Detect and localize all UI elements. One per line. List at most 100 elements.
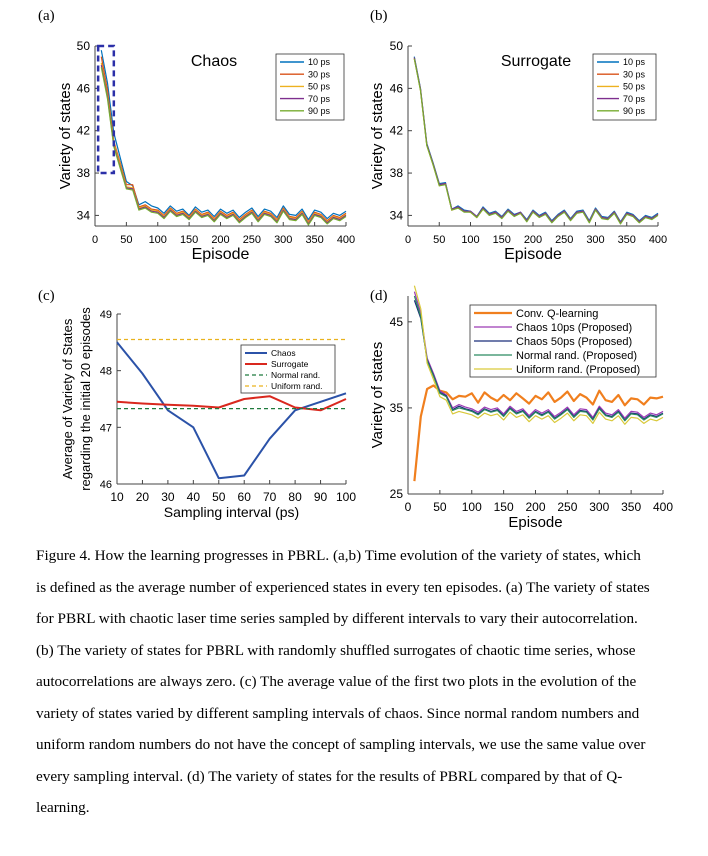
chart-title: Chaos bbox=[191, 53, 237, 70]
legend-label: 90 ps bbox=[308, 106, 331, 116]
series-line-90-ps bbox=[100, 67, 347, 226]
y-tick-label: 34 bbox=[390, 208, 404, 222]
y-tick-label: 38 bbox=[77, 166, 91, 180]
x-axis-label: Episode bbox=[192, 246, 250, 263]
x-tick-label: 250 bbox=[557, 500, 577, 514]
series-line-10-ps bbox=[100, 50, 347, 221]
caption-line: is defined as the average number of expe… bbox=[36, 578, 650, 596]
x-tick-label: 50 bbox=[120, 234, 132, 246]
figure-caption: Figure 4. How the learning progresses in… bbox=[36, 540, 691, 824]
legend-label: 30 ps bbox=[308, 69, 331, 79]
legend-label: 10 ps bbox=[623, 57, 646, 67]
y-tick-label: 50 bbox=[77, 39, 91, 53]
legend-label: 70 ps bbox=[623, 94, 646, 104]
chart-panel-c: (c) 46 47 48 49 10 20 30 40 50 60 70 80 90 100 Sampling… bbox=[38, 288, 356, 520]
x-tick-label: 40 bbox=[187, 490, 201, 504]
legend: 10 ps 30 ps 50 ps 70 ps 90 ps bbox=[275, 53, 345, 121]
x-tick-label: 50 bbox=[433, 500, 447, 514]
y-tick-label: 49 bbox=[100, 309, 112, 321]
x-tick-label: 200 bbox=[524, 234, 542, 246]
y-tick-label: 46 bbox=[390, 81, 404, 95]
x-tick-label: 60 bbox=[238, 490, 252, 504]
x-tick-label: 300 bbox=[274, 234, 292, 246]
x-tick-label: 0 bbox=[405, 234, 411, 246]
legend-label: 10 ps bbox=[308, 57, 331, 67]
chart-panel-a: (a) 34 38 42 46 50 0 50 100 150 200 250 300 350 400 Epi… bbox=[38, 8, 355, 263]
x-tick-label: 0 bbox=[92, 234, 98, 246]
x-tick-label: 250 bbox=[243, 234, 261, 246]
series-line-chaos bbox=[116, 341, 347, 480]
x-tick-label: 400 bbox=[653, 500, 673, 514]
y-tick-label: 42 bbox=[77, 124, 91, 138]
legend: 10 ps 30 ps 50 ps 70 ps 90 ps bbox=[592, 53, 657, 121]
y-tick-label: 46 bbox=[77, 81, 91, 95]
y-axis-label-line2: regarding the initial 20 episodes bbox=[78, 307, 93, 491]
x-tick-label: 150 bbox=[180, 234, 198, 246]
x-tick-label: 300 bbox=[589, 500, 609, 514]
y-axis-label: Variety of states bbox=[57, 83, 74, 189]
chart-panel-b: (b) 34 38 42 46 50 0 50 100 150 200 250 300 350 400 Epi… bbox=[369, 8, 667, 263]
legend-label: Chaos 50ps (Proposed) bbox=[516, 336, 632, 348]
legend-label: Conv. Q-learning bbox=[516, 308, 598, 320]
legend-label: Chaos 10ps (Proposed) bbox=[516, 322, 632, 334]
x-axis-label: Sampling interval (ps) bbox=[164, 504, 299, 520]
x-axis-label: Episode bbox=[508, 514, 562, 531]
y-tick-label: 46 bbox=[100, 479, 112, 491]
y-tick-label: 45 bbox=[390, 315, 404, 329]
y-tick-label: 42 bbox=[390, 124, 404, 138]
caption-line: every sampling interval. (d) The variety… bbox=[36, 767, 623, 785]
y-tick-label: 25 bbox=[390, 487, 404, 501]
panel-letter: (d) bbox=[370, 288, 388, 304]
x-tick-label: 0 bbox=[405, 500, 412, 514]
x-tick-label: 10 bbox=[110, 490, 124, 504]
x-tick-label: 50 bbox=[212, 490, 226, 504]
legend-label: 90 ps bbox=[623, 106, 646, 116]
caption-line: (b) The variety of states for PBRL with … bbox=[36, 641, 636, 659]
x-tick-label: 20 bbox=[136, 490, 150, 504]
series-line-90-ps bbox=[413, 58, 659, 225]
caption-line: learning. bbox=[36, 799, 90, 816]
y-tick-label: 50 bbox=[390, 39, 404, 53]
x-axis-label: Episode bbox=[504, 246, 562, 263]
series-line-normal-rand-proposed bbox=[413, 295, 664, 422]
x-tick-label: 150 bbox=[494, 500, 514, 514]
highlight-box bbox=[96, 44, 116, 175]
x-tick-label: 90 bbox=[314, 490, 328, 504]
x-tick-label: 80 bbox=[288, 490, 302, 504]
x-tick-label: 100 bbox=[461, 234, 479, 246]
series-line-uniform-rand-proposed bbox=[413, 285, 664, 425]
x-tick-label: 150 bbox=[493, 234, 511, 246]
caption-line: Figure 4. How the learning progresses in… bbox=[36, 547, 641, 564]
x-tick-label: 30 bbox=[161, 490, 175, 504]
caption-line: variety of states varied by different sa… bbox=[36, 704, 640, 722]
chart-panel-d: (d) 25 35 45 0 50 100 150 200 250 300 350 400 Episode… bbox=[369, 285, 673, 531]
x-tick-label: 400 bbox=[649, 234, 667, 246]
panel-letter: (c) bbox=[38, 288, 55, 304]
x-tick-label: 250 bbox=[555, 234, 573, 246]
x-tick-label: 350 bbox=[618, 234, 636, 246]
caption-line: for PBRL with chaotic laser time series … bbox=[36, 610, 638, 627]
x-tick-label: 100 bbox=[462, 500, 482, 514]
x-tick-label: 400 bbox=[337, 234, 355, 246]
legend-label: Uniform rand. bbox=[271, 381, 323, 391]
panel-letter: (b) bbox=[370, 8, 388, 24]
x-tick-label: 200 bbox=[525, 500, 545, 514]
y-axis-label: Variety of states bbox=[369, 83, 386, 189]
legend-label: Uniform rand. (Proposed) bbox=[516, 364, 640, 376]
caption-line: autocorrelations are always zero. (c) Th… bbox=[36, 673, 637, 690]
x-tick-label: 350 bbox=[621, 500, 641, 514]
series-line-chaos-10ps-proposed bbox=[413, 291, 664, 419]
legend-label: Normal rand. bbox=[271, 370, 320, 380]
x-tick-label: 300 bbox=[586, 234, 604, 246]
legend-label: 70 ps bbox=[308, 94, 331, 104]
chart-title: Surrogate bbox=[501, 53, 571, 70]
legend-label: 50 ps bbox=[308, 82, 331, 92]
panel-letter: (a) bbox=[38, 8, 55, 24]
caption-line: uniform random numbers do not have the c… bbox=[36, 736, 646, 753]
y-axis-label: Average of Variety of States bbox=[60, 318, 75, 479]
x-tick-label: 350 bbox=[305, 234, 323, 246]
legend-label: Surrogate bbox=[271, 359, 309, 369]
y-tick-label: 35 bbox=[390, 401, 404, 415]
x-tick-label: 100 bbox=[336, 490, 356, 504]
